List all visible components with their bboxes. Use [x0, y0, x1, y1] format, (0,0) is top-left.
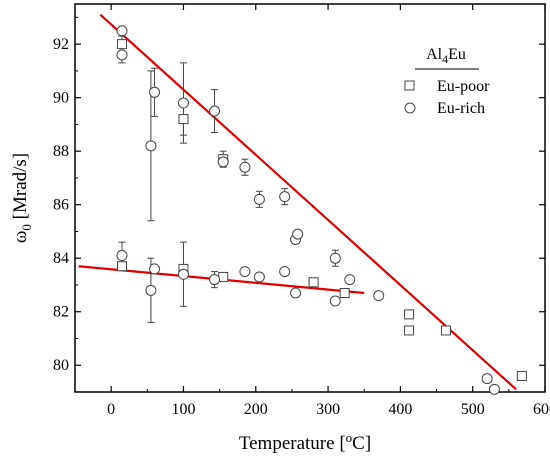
y-tick-label-92: 92 — [53, 36, 69, 53]
point-eu-rich — [253, 193, 265, 205]
x-tick-label-0: 0 — [107, 401, 115, 418]
x-tick-label-300: 300 — [316, 401, 340, 418]
point-eu-rich — [253, 271, 265, 283]
y-axis-ticks: 80 82 84 86 88 90 92 — [53, 16, 545, 393]
point-eu-rich — [209, 105, 221, 117]
point-eu-rich — [145, 284, 157, 296]
legend-marker-square — [404, 80, 415, 91]
point-eu-poor — [117, 261, 127, 272]
y-axis-title: ω0 [Mrad/s] — [10, 153, 34, 243]
point-eu-rich — [116, 49, 128, 61]
legend-title: Al4Eu — [426, 46, 466, 66]
point-eu-rich — [149, 86, 161, 98]
y-tick-label-86: 86 — [53, 197, 69, 214]
point-eu-rich — [373, 290, 385, 302]
point-eu-rich — [177, 268, 189, 280]
fit-line-0 — [99, 13, 517, 391]
point-eu-poor — [516, 370, 527, 381]
x-tick-label-100: 100 — [171, 401, 195, 418]
point-eu-rich — [344, 274, 356, 286]
point-eu-poor — [117, 39, 127, 50]
y-tick-label-80: 80 — [53, 357, 69, 374]
legend: Al4Eu Eu-poor Eu-rich — [404, 46, 490, 117]
point-eu-rich — [292, 228, 304, 240]
point-eu-rich — [116, 25, 128, 37]
point-eu-rich — [116, 250, 128, 262]
legend-marker-circle — [404, 102, 416, 114]
point-eu-poor — [218, 271, 229, 282]
plot-frame — [74, 3, 546, 393]
x-tick-label-600: 600 — [533, 401, 550, 418]
point-eu-rich — [239, 266, 251, 278]
legend-label-eu-rich: Eu-rich — [437, 100, 485, 117]
point-eu-rich — [177, 97, 189, 109]
data-markers — [116, 25, 527, 395]
point-eu-rich — [481, 373, 493, 385]
legend-label-eu-poor: Eu-poor — [437, 78, 490, 95]
y-tick-label-82: 82 — [53, 304, 69, 321]
point-eu-poor — [308, 277, 319, 288]
point-eu-rich — [217, 156, 229, 168]
point-eu-rich — [239, 161, 251, 173]
point-eu-rich — [145, 140, 157, 152]
point-eu-rich — [329, 295, 341, 307]
x-tick-label-500: 500 — [461, 401, 485, 418]
x-tick-label-400: 400 — [388, 401, 412, 418]
x-axis-title: Temperature [oC] — [239, 430, 371, 454]
point-eu-poor — [404, 309, 415, 320]
x-axis-ticks: 0 100 200 300 400 500 600 — [107, 4, 550, 418]
point-eu-poor — [440, 325, 451, 336]
point-eu-rich — [329, 252, 341, 264]
y-tick-label-90: 90 — [53, 90, 69, 107]
point-eu-rich — [279, 191, 291, 203]
point-eu-rich — [290, 287, 302, 299]
point-eu-rich — [209, 274, 221, 286]
y-tick-label-84: 84 — [53, 250, 69, 267]
point-eu-poor — [178, 114, 189, 125]
point-eu-rich — [488, 383, 500, 395]
x-tick-label-200: 200 — [244, 401, 268, 418]
point-eu-rich — [149, 263, 161, 275]
y-tick-label-88: 88 — [53, 143, 69, 160]
point-eu-poor — [404, 325, 415, 336]
point-eu-poor — [339, 287, 350, 298]
point-eu-rich — [279, 266, 291, 278]
